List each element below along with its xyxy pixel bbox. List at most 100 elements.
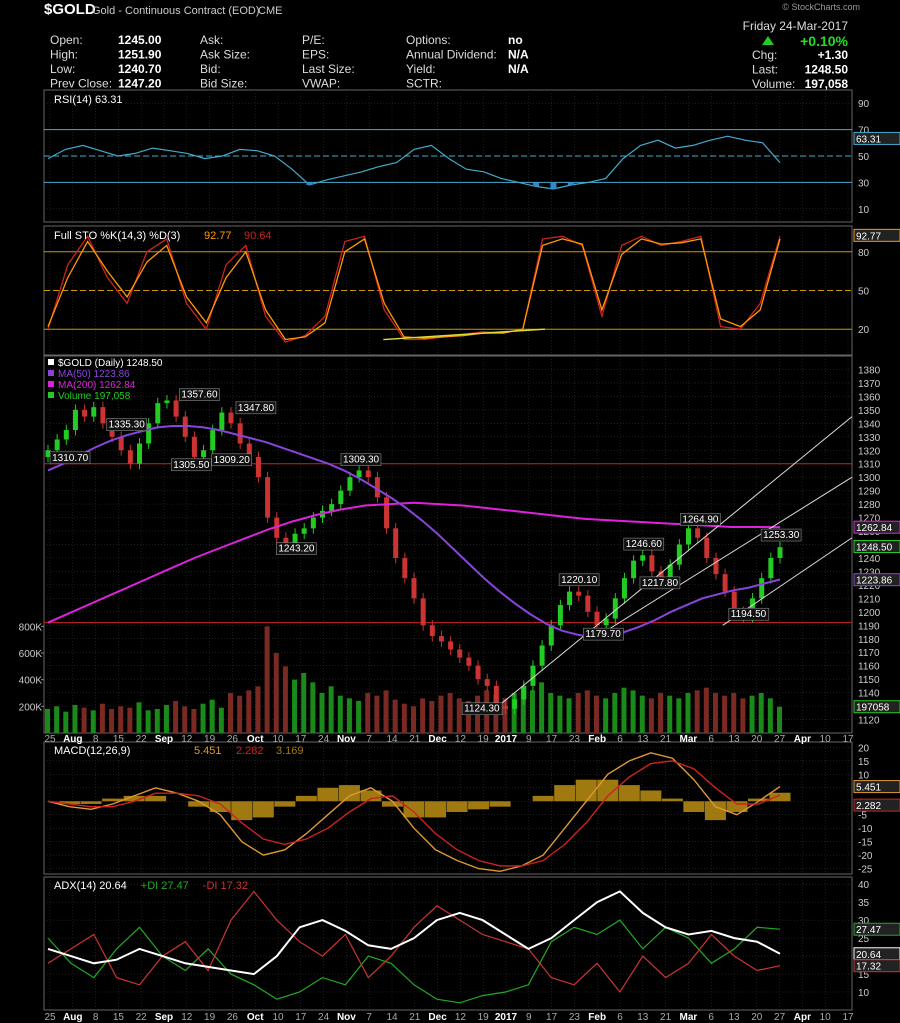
rsi-oversold-fill: [306, 182, 313, 186]
volume-bar: [264, 626, 270, 733]
price-annotation-box: [461, 702, 503, 716]
minus-di-line: [47, 890, 781, 994]
summary-label: Volume:: [752, 77, 795, 91]
rsi-oversold-fill: [550, 182, 557, 189]
candle-body: [402, 557, 408, 579]
summary-label: Chg:: [752, 48, 777, 62]
candle-body: [448, 641, 454, 650]
candle-body: [164, 400, 170, 404]
sto-y-tick: 80: [858, 248, 870, 259]
candle-body: [45, 450, 51, 457]
quote-label: High:: [50, 48, 78, 62]
price-annotation-box: [760, 528, 802, 542]
candle-body: [420, 598, 426, 626]
adx-panel: 40353025201510ADX(14) 20.64+DI 27.47-DI …: [43, 876, 900, 1011]
ma50-line: [47, 425, 781, 639]
x-tick-label: Apr: [794, 1012, 811, 1023]
legend-swatch: [48, 359, 54, 365]
price-y-tick: 1360: [858, 392, 881, 403]
candle-body: [310, 517, 316, 529]
volume-bar: [255, 686, 261, 733]
rsi-line: [47, 135, 781, 190]
candle-body: [649, 555, 655, 572]
x-tick-label: 10: [272, 734, 284, 745]
quote-value: 1251.90: [118, 48, 162, 62]
price-y-tick: 1170: [858, 648, 880, 659]
x-tick-label: 25: [44, 1012, 56, 1023]
price-y-tick: 1220: [858, 581, 881, 592]
macd-histogram-bar: [59, 801, 81, 804]
volume-bar: [319, 693, 325, 733]
volume-bar: [767, 698, 773, 733]
volume-bar: [612, 693, 618, 733]
volume-bar: [722, 695, 728, 733]
candle-body: [503, 706, 508, 709]
last-price-tag: 1248.50: [856, 543, 893, 554]
x-tick-label: 17: [295, 1012, 307, 1023]
candle-body: [338, 490, 344, 505]
macd-histogram-bar: [102, 798, 124, 802]
sto-legend-d: 90.64: [244, 230, 272, 242]
x-tick-label: Mar: [680, 734, 698, 745]
x-tick-label: 15: [113, 1012, 125, 1023]
price-y-tick: 1190: [858, 621, 880, 632]
x-tick-label: 27: [774, 734, 786, 745]
quote-value: 1247.20: [118, 77, 162, 91]
candle-body: [493, 685, 499, 707]
macd-histogram-bar: [231, 801, 253, 821]
candle-body: [82, 409, 88, 417]
candle-body: [173, 400, 179, 417]
candle-body: [548, 625, 554, 646]
x-tick-label: 21: [660, 734, 672, 745]
volume-bar: [648, 698, 654, 733]
x-tick-label: 6: [617, 1012, 623, 1023]
candle-body: [621, 578, 627, 599]
price-y-tick: 1240: [858, 554, 881, 565]
price-y-tick: 1380: [858, 365, 881, 376]
macd-histogram-bar: [123, 795, 145, 802]
macd-y-tick: -15: [858, 838, 873, 849]
x-tick-label: 10: [820, 734, 832, 745]
macd-histogram-bar: [80, 801, 102, 804]
price-y-tick: 1270: [858, 514, 881, 525]
quote-label: P/E:: [302, 33, 325, 47]
chart-header: $GOLD Gold - Continuous Contract (EOD) C…: [44, 1, 849, 91]
macd-legend-signal: 2.282: [236, 745, 264, 757]
candle-body: [118, 436, 124, 451]
macd-signal-value: 2.282: [856, 801, 881, 812]
plus-di-line: [47, 919, 781, 1004]
candle-body: [695, 528, 701, 538]
volume-bar: [639, 695, 645, 733]
candle-body: [265, 477, 271, 518]
volume-bar: [127, 707, 133, 733]
volume-bar: [163, 705, 169, 733]
sto-y-tick: 20: [858, 325, 870, 336]
panel-frame: [43, 741, 853, 875]
x-tick-label: 9: [526, 1012, 532, 1023]
x-tick-label: Apr: [794, 734, 811, 745]
price-y-tick: 1340: [858, 419, 881, 430]
x-tick-label: 23: [569, 1012, 581, 1023]
ma200-value-tag: 1262.84: [856, 523, 893, 534]
x-tick-label: 13: [637, 734, 649, 745]
macd-legend-value: 5.451: [194, 745, 222, 757]
adx-y-tick: 15: [858, 970, 870, 981]
x-tick-label: 26: [227, 1012, 239, 1023]
x-tick-label: 26: [227, 734, 239, 745]
volume-bar: [99, 703, 105, 733]
rsi-y-tick: 30: [858, 178, 870, 189]
quote-value: N/A: [508, 48, 529, 62]
volume-tick-label: 800K: [19, 622, 43, 633]
macd-last-value: 5.451: [856, 783, 881, 794]
macd-histogram-bar: [597, 779, 619, 802]
price-annotation-box: [211, 453, 252, 467]
volume-bar: [54, 706, 60, 733]
volume-bar: [566, 698, 572, 733]
price-y-tick: 1140: [858, 689, 880, 700]
adx-y-tick: 35: [858, 898, 870, 909]
adx-line: [47, 890, 781, 976]
quote-label: Ask:: [200, 33, 223, 47]
candle-body: [146, 423, 152, 444]
sto-legend-k: 92.77: [204, 230, 232, 242]
quote-label: Annual Dividend:: [406, 48, 497, 62]
